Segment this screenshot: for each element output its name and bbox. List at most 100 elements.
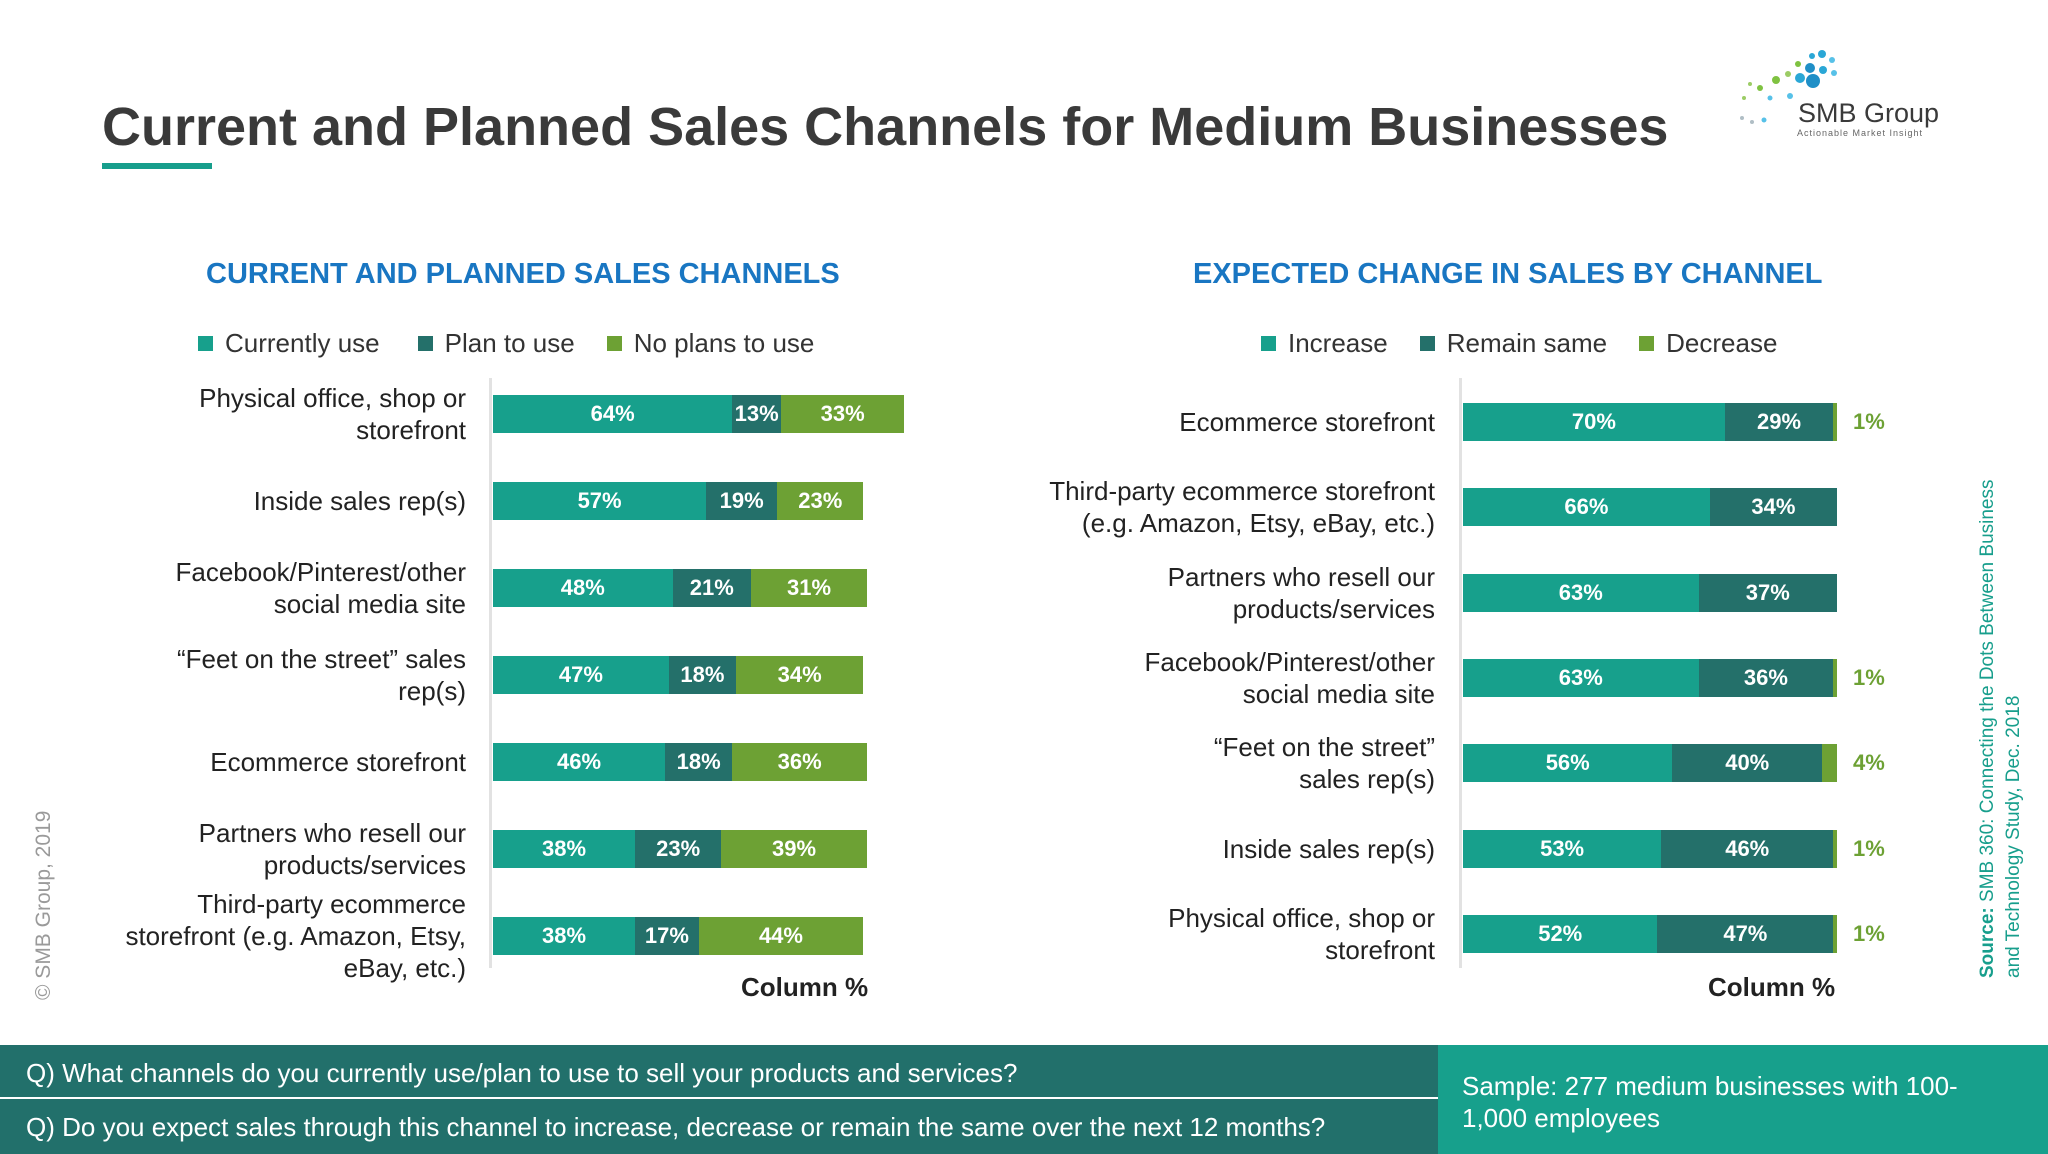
data-label: 1% [1853, 664, 1885, 690]
bar-segment [1833, 914, 1837, 953]
category-label-line: products/services [263, 850, 466, 880]
category-label: Third-party ecommerce storefront (e.g. Am… [1015, 475, 1435, 539]
bar-segment [1822, 744, 1837, 783]
bar-segment: 44% [698, 917, 864, 955]
category-label: Third-party ecommerce storefront (e.g. Am… [46, 888, 466, 984]
bar-segment: 34% [736, 656, 864, 694]
bar-segment: 23% [635, 830, 722, 868]
category-label-line: Inside sales rep(s) [1222, 833, 1435, 864]
category-label-line: rep(s) [398, 676, 466, 706]
source-note: Source: SMB 360: Connecting the Dots Bet… [1975, 458, 2027, 979]
category-label-line: “Feet on the street” sales [176, 644, 466, 674]
bar-segment [1833, 658, 1837, 697]
bar-segment [1833, 403, 1837, 441]
category-label: Partners who resell our products/services [46, 817, 466, 881]
bar-segment: 19% [706, 482, 778, 520]
bar-segment: 23% [777, 482, 864, 520]
bar-segment [1833, 829, 1837, 868]
legend-label: Remain same [1446, 328, 1608, 358]
legend-swatch [1261, 336, 1276, 351]
bar-segment: 29% [1724, 403, 1834, 441]
logo-name: SMB Group [1798, 98, 1940, 128]
category-label-line: Partners who resell our [198, 818, 466, 848]
bar-segment: 31% [751, 569, 867, 607]
category-label: Inside sales rep(s) [46, 485, 466, 517]
category-label: Physical office, shop or storefront [1015, 902, 1435, 966]
logo-tagline: Actionable Market Insight [1797, 128, 1924, 138]
question-1: Q) What channels do you currently use/pl… [26, 1058, 1018, 1088]
category-label-line: Third-party ecommerce storefront [1049, 476, 1435, 507]
right-column-percent-label: Column % [1708, 972, 1836, 1002]
bar-segment: 63% [1463, 573, 1699, 612]
category-label-line: Physical office, shop or [199, 383, 466, 413]
category-label-line: Partners who resell our [1167, 561, 1435, 592]
bar-segment: 66% [1463, 488, 1710, 527]
bar-segment: 40% [1672, 744, 1823, 783]
category-label: “Feet on the street” sales rep(s) [46, 643, 466, 707]
bar-segment: 46% [1661, 829, 1834, 868]
category-label: Ecommerce storefront [46, 746, 466, 778]
category-label-line: storefront [1325, 934, 1435, 965]
category-label-line: Physical office, shop or [1168, 902, 1435, 933]
bar-segment: 38% [493, 830, 636, 868]
category-label-line: social media site [1242, 678, 1435, 709]
legend-item-currently-use: Currently use [198, 328, 380, 359]
copyright-text: © SMB Group, 2019 [32, 810, 55, 1000]
bar-segment: 18% [665, 743, 733, 781]
category-label-line: (e.g. Amazon, Etsy, eBay, etc.) [1081, 508, 1435, 539]
bar-segment: 17% [635, 917, 699, 955]
left-chart-title: CURRENT AND PLANNED SALES CHANNELS [206, 258, 840, 290]
source-label: Source: [1977, 907, 1998, 978]
sample-note: Sample: 277 medium businesses with 100-1… [1462, 1071, 1958, 1133]
axis-line [489, 378, 492, 968]
category-label-line: storefront (e.g. Amazon, Etsy, [125, 921, 466, 951]
data-label: 1% [1853, 920, 1885, 946]
bar-segment: 36% [732, 743, 867, 781]
category-label-line: “Feet on the street” [1213, 732, 1435, 763]
category-label: Facebook/Pinterest/other social media sit… [46, 556, 467, 620]
legend-swatch [1639, 336, 1655, 351]
axis-line [1459, 378, 1462, 968]
category-label-line: sales rep(s) [1299, 764, 1435, 795]
category-label: Partners who resell our products/services [1015, 561, 1435, 625]
bar-segment: 56% [1463, 744, 1673, 783]
category-label: Inside sales rep(s) [1015, 833, 1435, 865]
category-label-line: Ecommerce storefront [210, 747, 466, 777]
bar-segment: 37% [1698, 573, 1837, 612]
bar-segment: 64% [493, 395, 733, 433]
category-label-line: storefront [356, 415, 466, 445]
left-chart-legend: Currently use Plan to use No plans to us… [198, 328, 814, 359]
category-label: “Feet on the street” sales rep(s) [1015, 731, 1435, 795]
bar-segment: 13% [732, 395, 781, 433]
smb-group-logo-icon [1740, 50, 1837, 124]
category-label-line: Inside sales rep(s) [253, 486, 466, 516]
category-label: Facebook/Pinterest/other social media sit… [1015, 646, 1436, 710]
legend-item-decrease: Decrease [1639, 328, 1777, 359]
bar-segment: 33% [780, 395, 905, 433]
bar-segment: 47% [1657, 914, 1834, 953]
bar-segment: 21% [672, 569, 752, 607]
legend-swatch [417, 336, 433, 351]
legend-label: Currently use [225, 328, 380, 358]
footer-sample-panel [1438, 1045, 2048, 1154]
category-label-line: Facebook/Pinterest/other [1144, 646, 1436, 677]
category-label-line: Third-party ecommerce [197, 889, 466, 919]
right-chart-title: EXPECTED CHANGE IN SALES BY CHANNEL [1193, 258, 1823, 290]
source-text: SMB 360: Connecting the Dots Between Bus… [1977, 479, 2024, 979]
bar-segment: 47% [493, 656, 669, 694]
bar-segment: 57% [493, 482, 707, 520]
category-label-line: Facebook/Pinterest/other [175, 557, 467, 587]
bar-segment: 70% [1463, 403, 1725, 441]
legend-label: Increase [1288, 328, 1388, 358]
footer-questions-panel [0, 1045, 1438, 1154]
legend-label: Plan to use [444, 328, 575, 358]
bar-segment: 52% [1463, 914, 1658, 953]
bar-segment: 34% [1709, 488, 1837, 527]
category-label-line: social media site [273, 589, 466, 619]
legend-item-plan-to-use: Plan to use [417, 328, 575, 359]
question-2: Q) Do you expect sales through this chan… [26, 1112, 1326, 1142]
legend-item-remain-same: Remain same [1419, 328, 1608, 359]
category-label-line: eBay, etc.) [343, 953, 466, 983]
category-label-line: Ecommerce storefront [1179, 407, 1435, 437]
legend-swatch [198, 336, 213, 351]
